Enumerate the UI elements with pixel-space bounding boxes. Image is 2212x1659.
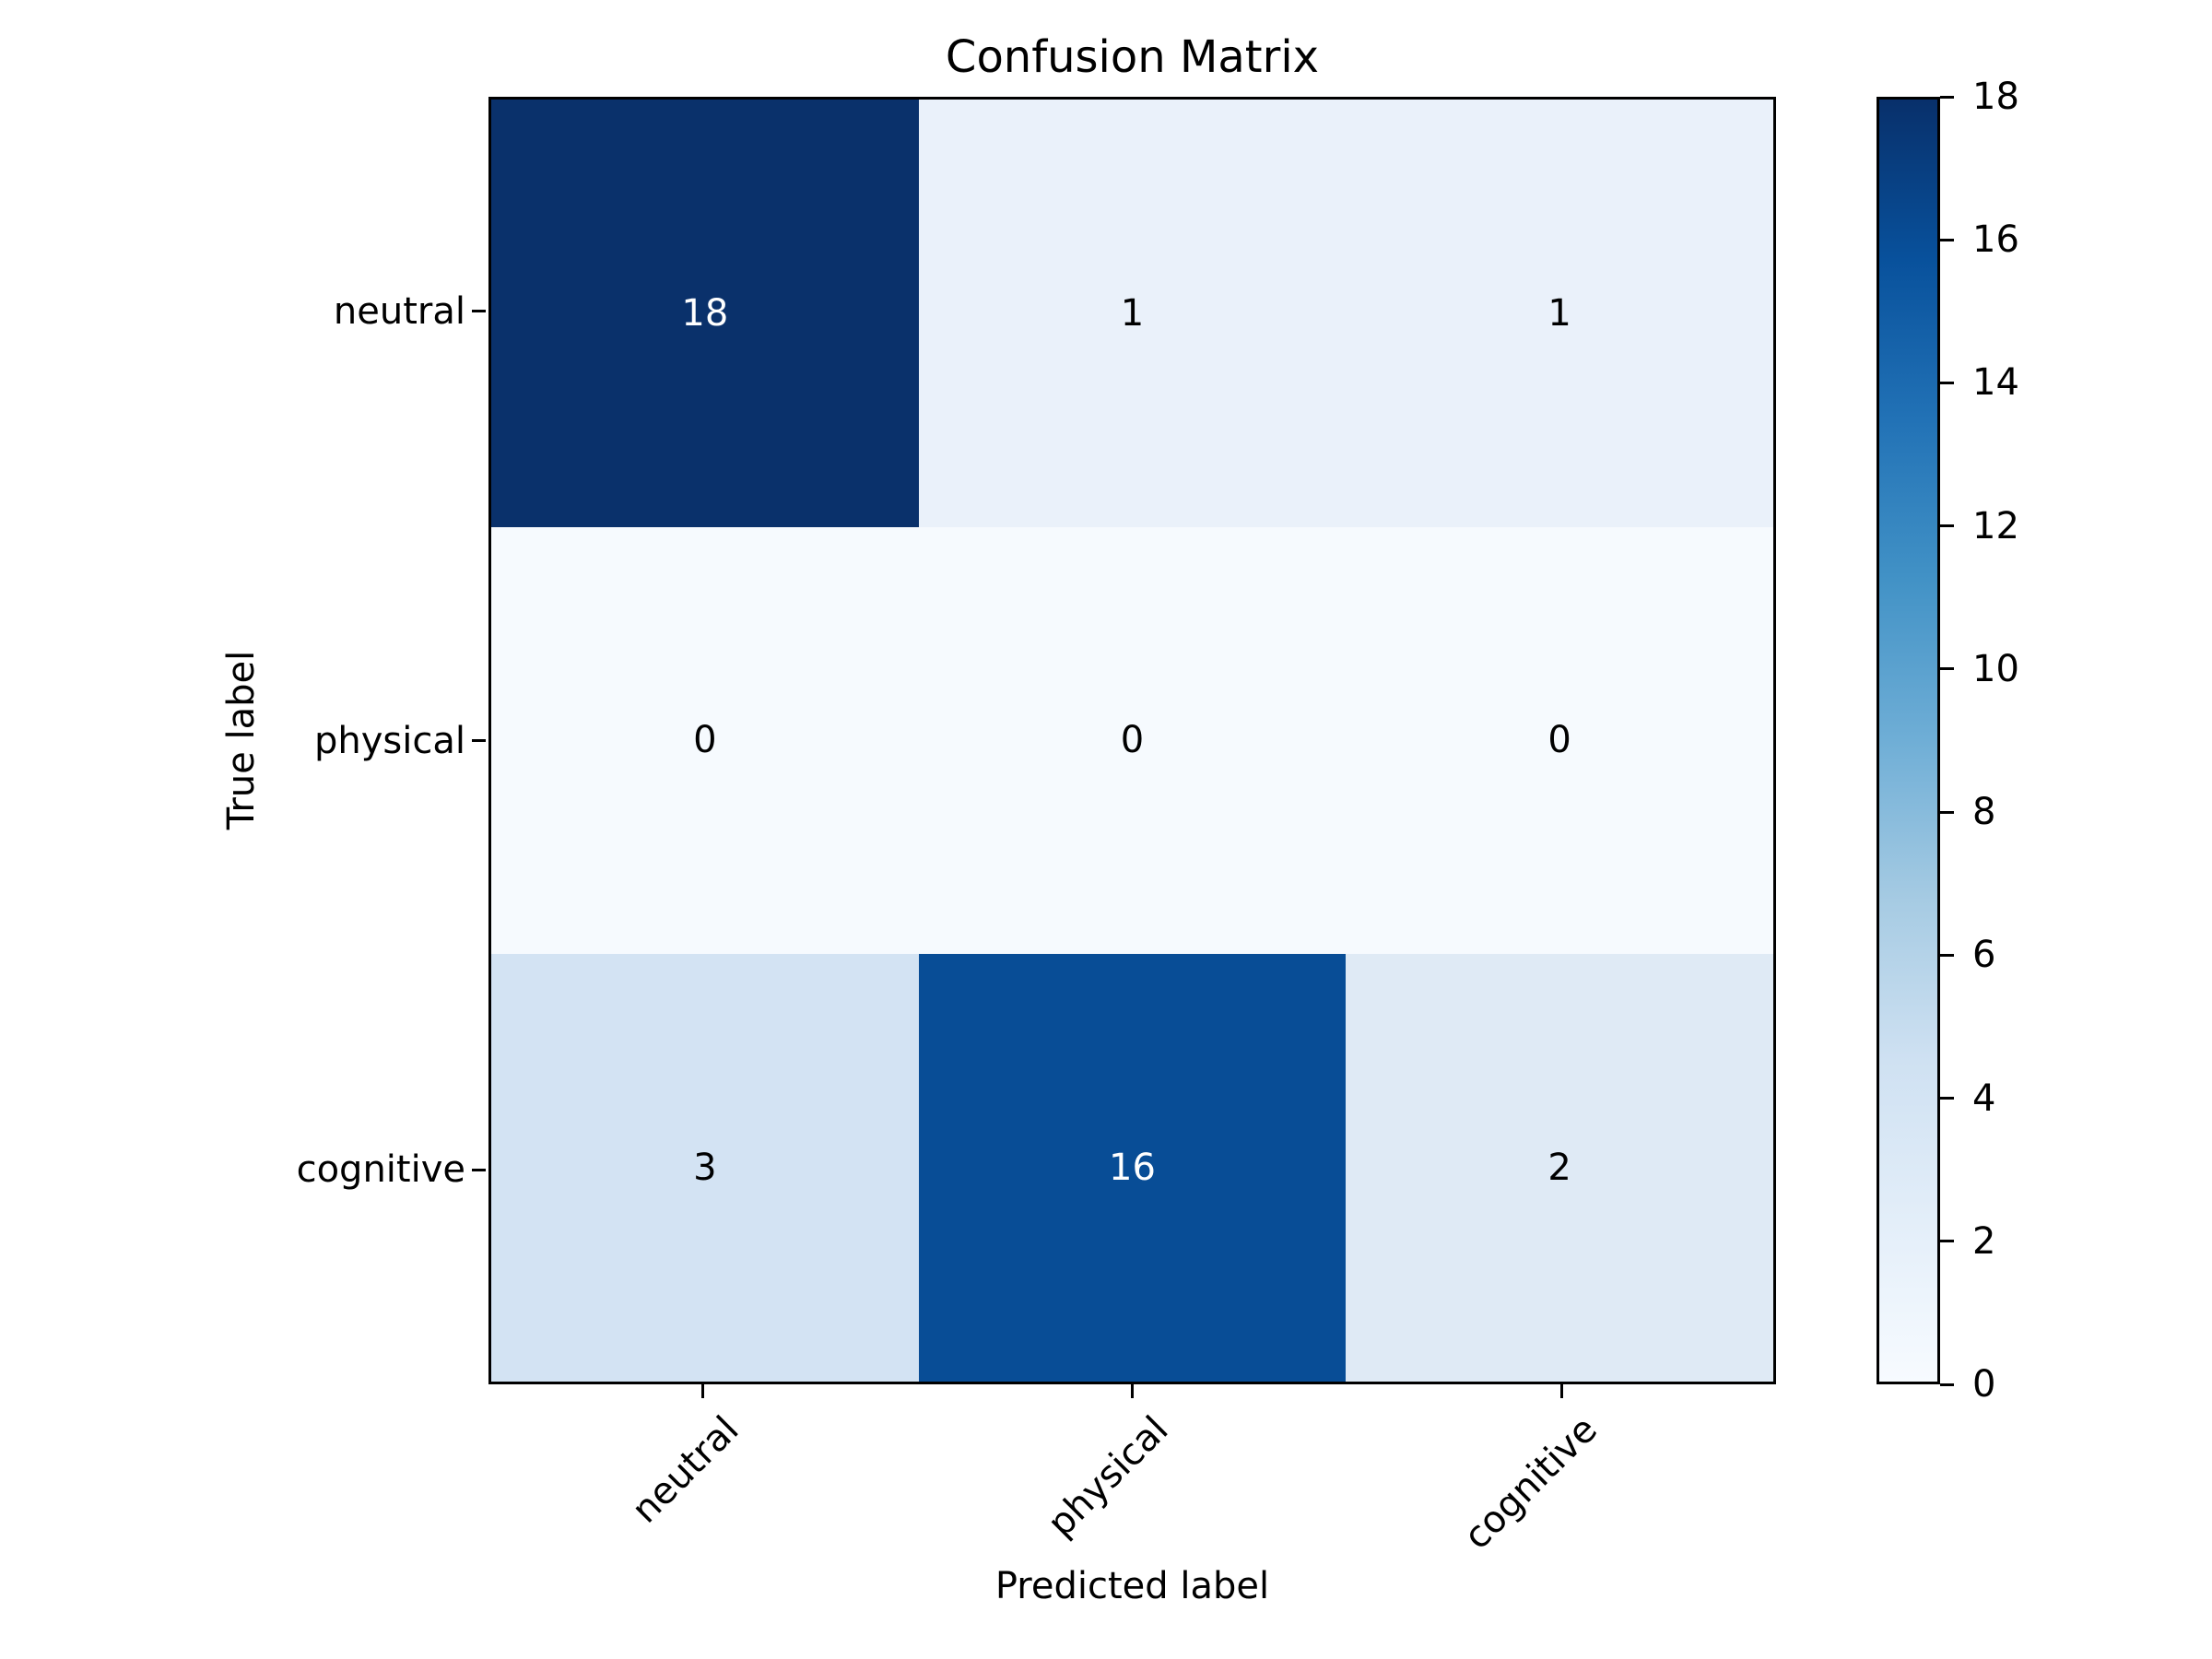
colorbar-tick-mark bbox=[1940, 667, 1954, 671]
colorbar-tick-mark bbox=[1940, 1382, 1954, 1386]
x-tick-mark bbox=[1559, 1384, 1563, 1398]
colorbar-tick-mark bbox=[1940, 1097, 1954, 1100]
x-tick-mark bbox=[1131, 1384, 1134, 1398]
colorbar-tick-mark bbox=[1940, 95, 1954, 99]
matrix-cell-physical-cognitive: 0 bbox=[1346, 526, 1773, 955]
y-tick-label-cognitive: cognitive bbox=[296, 1148, 465, 1192]
colorbar-tick-label-2: 2 bbox=[1972, 1219, 1996, 1263]
colorbar-tick-label-8: 8 bbox=[1972, 791, 1996, 834]
x-axis-label: Predicted label bbox=[994, 1565, 1270, 1607]
x-tick-label-cognitive: cognitive bbox=[1455, 1408, 1606, 1559]
colorbar-tick-mark bbox=[1940, 238, 1954, 241]
colorbar-tick-mark bbox=[1940, 953, 1954, 957]
colorbar-tick-label-16: 16 bbox=[1972, 218, 2019, 262]
colorbar-tick-mark bbox=[1940, 1240, 1954, 1243]
colorbar-tick-label-0: 0 bbox=[1972, 1363, 1996, 1406]
colorbar-tick-label-18: 18 bbox=[1972, 76, 2019, 118]
matrix-cell-cognitive-physical: 16 bbox=[918, 954, 1347, 1382]
matrix-cell-cognitive-neutral: 3 bbox=[491, 954, 919, 1382]
colorbar-tick-label-10: 10 bbox=[1972, 647, 2019, 690]
colorbar-tick-label-12: 12 bbox=[1972, 504, 2019, 547]
heatmap-grid: 18 1 1 0 0 0 3 16 2 bbox=[491, 100, 1773, 1382]
matrix-cell-neutral-cognitive: 1 bbox=[1346, 100, 1773, 527]
matrix-cell-physical-neutral: 0 bbox=[491, 526, 919, 955]
colorbar-tick-label-6: 6 bbox=[1972, 934, 1996, 977]
y-tick-mark bbox=[472, 1168, 486, 1171]
y-tick-label-physical: physical bbox=[314, 719, 465, 762]
colorbar-tick-mark bbox=[1940, 524, 1954, 528]
y-tick-mark bbox=[472, 310, 486, 313]
colorbar-tick-label-14: 14 bbox=[1972, 361, 2019, 405]
chart-title: Confusion Matrix bbox=[945, 31, 1320, 83]
x-tick-label-physical: physical bbox=[1039, 1408, 1177, 1546]
matrix-cell-neutral-neutral: 18 bbox=[491, 100, 919, 527]
matrix-cell-cognitive-cognitive: 2 bbox=[1346, 954, 1773, 1382]
y-tick-mark bbox=[472, 739, 486, 742]
matrix-cell-physical-physical: 0 bbox=[918, 526, 1347, 955]
colorbar-tick-mark bbox=[1940, 381, 1954, 384]
colorbar bbox=[1877, 97, 1940, 1384]
matrix-cell-neutral-physical: 1 bbox=[918, 100, 1347, 527]
colorbar-tick-mark bbox=[1940, 810, 1954, 814]
heatmap-axes: 18 1 1 0 0 0 3 16 2 bbox=[488, 97, 1776, 1384]
x-tick-mark bbox=[701, 1384, 705, 1398]
colorbar-tick-label-4: 4 bbox=[1972, 1077, 1996, 1120]
x-tick-label-neutral: neutral bbox=[623, 1408, 747, 1532]
y-axis-label: True label bbox=[220, 650, 263, 830]
y-tick-label-neutral: neutral bbox=[333, 289, 465, 333]
